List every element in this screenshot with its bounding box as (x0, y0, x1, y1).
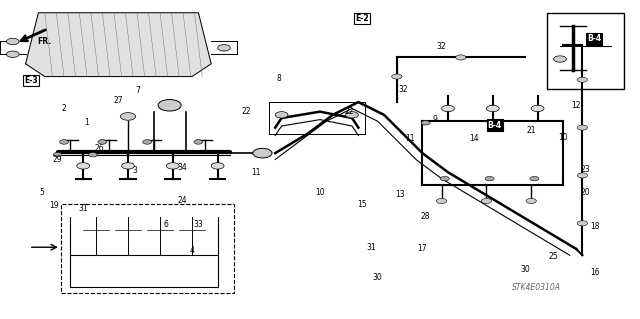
Text: 9: 9 (433, 115, 438, 124)
Text: 34: 34 (177, 163, 188, 172)
Polygon shape (26, 13, 211, 77)
Circle shape (485, 176, 494, 181)
Circle shape (6, 38, 19, 45)
Text: 2: 2 (61, 104, 67, 113)
Text: 30: 30 (372, 273, 383, 282)
Circle shape (77, 163, 90, 169)
Text: 24: 24 (177, 197, 188, 205)
Text: 6: 6 (164, 220, 169, 229)
Circle shape (346, 112, 358, 118)
Text: 13: 13 (395, 190, 405, 199)
Circle shape (60, 140, 68, 144)
Circle shape (577, 125, 588, 130)
Text: 28: 28 (421, 212, 430, 221)
Text: STK4E0310A: STK4E0310A (512, 283, 561, 292)
Circle shape (122, 163, 134, 169)
Circle shape (421, 121, 430, 125)
Bar (547, 13, 624, 89)
Text: FR.: FR. (37, 37, 51, 46)
Circle shape (158, 100, 181, 111)
Circle shape (194, 140, 203, 144)
Circle shape (436, 198, 447, 204)
Text: E-3: E-3 (24, 76, 38, 85)
Circle shape (531, 105, 544, 112)
Text: B-4: B-4 (488, 121, 502, 130)
Circle shape (275, 112, 288, 118)
Text: 21: 21 (527, 126, 536, 135)
Text: E-2: E-2 (355, 14, 369, 23)
Text: 19: 19 (49, 201, 60, 210)
Circle shape (253, 148, 272, 158)
Text: 12: 12 (572, 101, 580, 110)
Circle shape (98, 140, 107, 144)
Circle shape (120, 113, 136, 120)
Circle shape (486, 105, 499, 112)
Text: 17: 17 (417, 244, 428, 253)
Text: 18: 18 (591, 222, 600, 231)
Circle shape (456, 55, 466, 60)
Text: B-4: B-4 (587, 34, 601, 43)
Circle shape (526, 198, 536, 204)
Text: 8: 8 (276, 74, 281, 83)
Circle shape (577, 221, 588, 226)
Text: 7: 7 (135, 86, 140, 95)
Circle shape (88, 152, 97, 157)
Text: 33: 33 (193, 220, 204, 229)
Text: 11: 11 (252, 168, 260, 177)
Text: 15: 15 (356, 200, 367, 209)
Text: 16: 16 (590, 268, 600, 277)
Text: 4: 4 (189, 246, 195, 255)
Text: 25: 25 (548, 252, 559, 261)
Text: 31: 31 (78, 204, 88, 213)
Circle shape (143, 140, 152, 144)
Circle shape (211, 163, 224, 169)
Text: 22: 22 (344, 107, 353, 116)
Circle shape (392, 74, 402, 79)
Circle shape (53, 152, 62, 157)
Circle shape (577, 77, 588, 82)
Text: 23: 23 (580, 165, 591, 174)
Text: 30: 30 (520, 265, 530, 274)
Circle shape (440, 176, 449, 181)
Circle shape (481, 198, 492, 204)
Bar (61, 204, 234, 293)
Text: 10: 10 (315, 189, 325, 197)
Text: 11: 11 (405, 134, 414, 143)
Text: 1: 1 (84, 118, 89, 127)
Text: 14: 14 (468, 134, 479, 143)
Text: 29: 29 (52, 155, 63, 164)
Text: 32: 32 (436, 42, 447, 51)
Text: 3: 3 (132, 166, 137, 175)
Circle shape (442, 105, 454, 112)
Text: 31: 31 (366, 243, 376, 252)
Circle shape (6, 51, 19, 57)
Text: 32: 32 (398, 85, 408, 94)
Circle shape (577, 173, 588, 178)
Circle shape (554, 56, 566, 62)
Text: 27: 27 (113, 96, 124, 105)
Text: 5: 5 (39, 189, 44, 197)
Text: 20: 20 (580, 189, 591, 197)
Circle shape (166, 163, 179, 169)
Text: 10: 10 (558, 133, 568, 142)
Text: 22: 22 (242, 107, 251, 116)
Circle shape (530, 176, 539, 181)
Text: 26: 26 (94, 144, 104, 153)
Circle shape (218, 45, 230, 51)
